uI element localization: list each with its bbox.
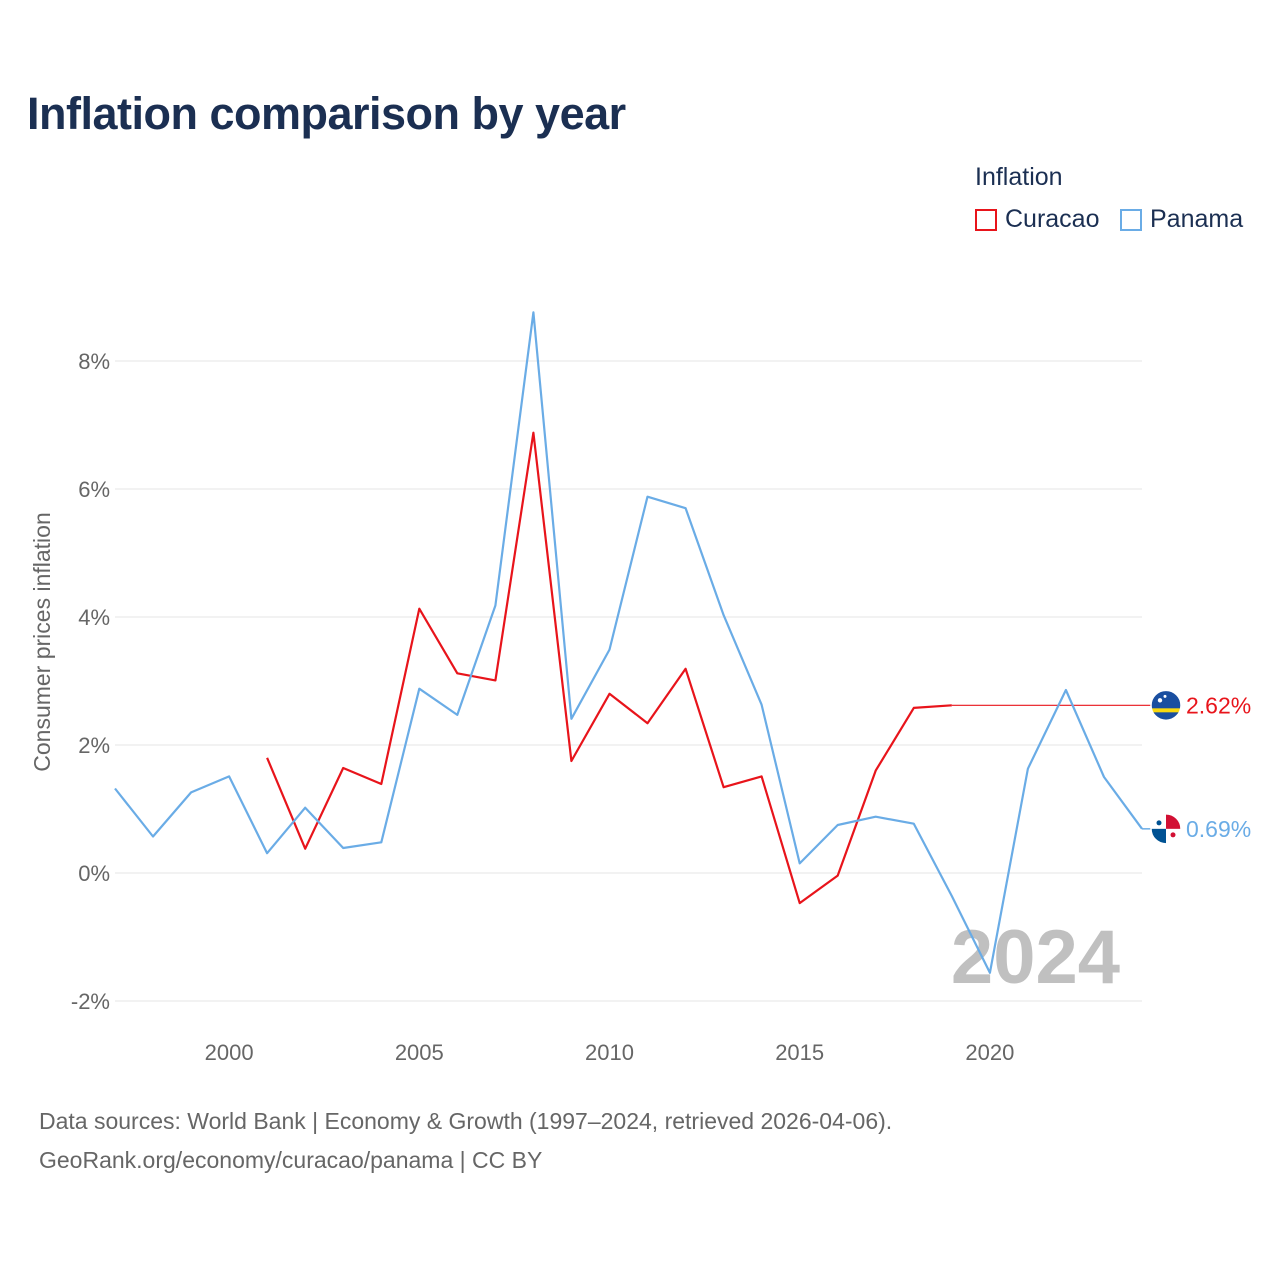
legend-label-panama: Panama [1150, 205, 1244, 233]
footer-sources: Data sources: World Bank | Economy & Gro… [39, 1108, 893, 1134]
y-tick-label: 4% [78, 605, 110, 630]
legend-title: Inflation [975, 163, 1063, 191]
y-tick-label: 6% [78, 477, 110, 502]
y-axis-label: Consumer prices inflation [29, 512, 55, 772]
y-tick-label: 8% [78, 349, 110, 374]
series-line-panama[interactable] [114, 311, 1143, 974]
legend-item-panama[interactable]: Panama [1120, 205, 1243, 234]
year-stamp: 2024 [951, 915, 1120, 1000]
series-lines [114, 311, 1166, 974]
x-tick-label: 2010 [585, 1040, 634, 1065]
y-tick-label: 2% [78, 733, 110, 758]
y-tick-label: -2% [71, 989, 110, 1014]
chart-title: Inflation comparison by year [27, 88, 626, 139]
gridlines [115, 360, 1142, 1002]
x-tick-label: 2020 [965, 1040, 1014, 1065]
end-label-curacao: 2.62% [1186, 692, 1251, 718]
series-line-curacao[interactable] [266, 431, 952, 905]
x-tick-label: 2005 [395, 1040, 444, 1065]
legend-item-curacao[interactable]: Curacao [975, 205, 1100, 234]
panama-flag-icon [1150, 813, 1182, 845]
legend-label-curacao: Curacao [1005, 205, 1100, 233]
x-tick-label: 2015 [775, 1040, 824, 1065]
axis-ticks: -2% 0% 2% 4% 6% 8% 2000 2005 2010 2015 2020 [71, 349, 1014, 1065]
legend-swatch-panama [1120, 208, 1142, 231]
footer-credit[interactable]: GeoRank.org/economy/curacao/panama | CC … [39, 1147, 543, 1173]
end-label-panama: 0.69% [1186, 816, 1251, 842]
curacao-flag-icon [1150, 689, 1182, 722]
y-tick-label: 0% [78, 861, 110, 886]
end-markers: 2.62% 0.69% [1150, 689, 1251, 845]
legend-swatch-curacao [975, 208, 997, 231]
x-tick-label: 2000 [205, 1040, 254, 1065]
